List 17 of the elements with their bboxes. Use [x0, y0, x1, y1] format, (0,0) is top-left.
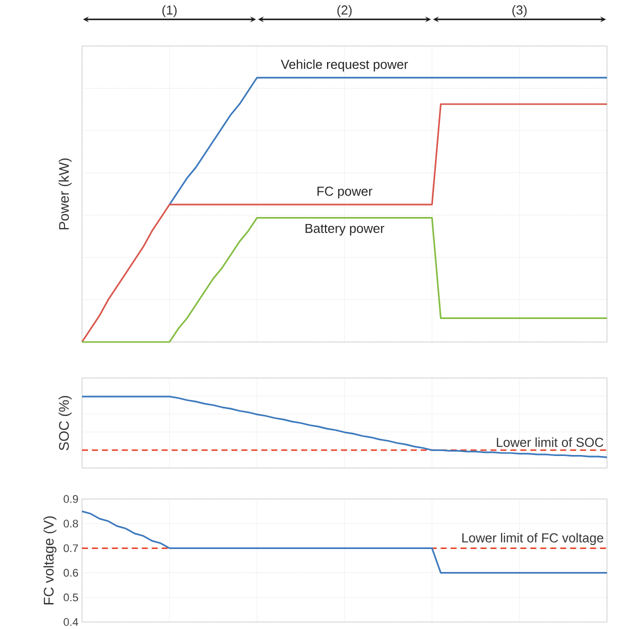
series-label: Battery power: [306, 224, 384, 236]
y-tick-label: 0.7: [64, 544, 78, 552]
text: (1): [162, 5, 177, 18]
y-axis-title: SOC (%): [58, 396, 72, 450]
series-label: FC power: [317, 186, 372, 198]
y-tick-label: 0.9: [64, 495, 78, 503]
text: (3): [512, 5, 527, 18]
ref-line-label: Lower limit of SOC: [496, 437, 604, 447]
y-axis-title: Power (kW): [58, 158, 72, 230]
y-tick-label: 0.8: [64, 520, 78, 528]
ref-line-label: Lower limit of FC voltage: [462, 532, 604, 546]
text: (2): [337, 5, 352, 18]
y-axis-title: FC voltage (V): [43, 516, 56, 604]
y-tick-label: 0.5: [64, 594, 78, 602]
series-label: Vehicle request power: [280, 59, 408, 72]
y-tick-label: 0.6: [64, 568, 78, 577]
y-tick-label: 0.4: [64, 618, 78, 626]
